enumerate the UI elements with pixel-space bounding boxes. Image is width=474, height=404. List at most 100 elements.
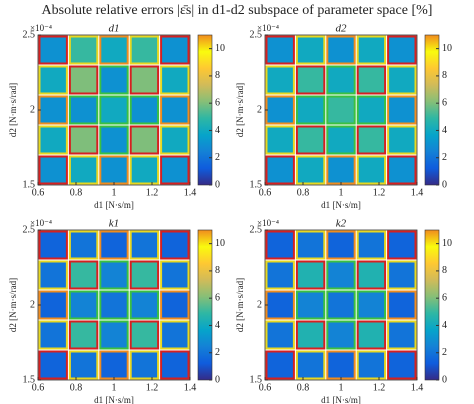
cell — [326, 291, 356, 319]
cell-edge — [356, 65, 387, 95]
colorbar-tick-label: 10 — [442, 238, 452, 249]
colorbar-tick-label: 4 — [442, 320, 447, 331]
colorbar-tick-label: 10 — [442, 43, 452, 54]
cell-edge — [68, 155, 99, 185]
y-multiplier: ×10⁻⁴ — [30, 23, 52, 33]
cell — [296, 291, 325, 319]
cell — [326, 66, 356, 94]
cell — [357, 156, 386, 184]
x-tick-label: 0.8 — [297, 382, 310, 393]
cell-edge — [38, 260, 68, 290]
x-tick-label: 1 — [339, 382, 344, 393]
cell — [160, 66, 189, 94]
cell — [357, 66, 386, 94]
cell-edge — [68, 290, 99, 320]
cell — [266, 231, 295, 259]
cell — [296, 261, 325, 289]
panel-title: k1 — [109, 218, 119, 230]
cell — [326, 96, 356, 124]
colorbar-tick-label: 0 — [442, 374, 447, 385]
cell — [326, 126, 356, 154]
cell — [69, 36, 98, 64]
y-multiplier: ×10⁻⁴ — [30, 218, 52, 228]
cell-edge — [68, 350, 99, 380]
cell-edge — [265, 65, 295, 95]
cell-edge — [160, 350, 190, 380]
cell — [266, 156, 295, 184]
colorbar-tick-label: 8 — [215, 70, 220, 81]
cell — [69, 321, 98, 349]
x-tick-label: 0.6 — [259, 187, 272, 198]
cell — [296, 321, 325, 349]
cell — [69, 291, 98, 319]
cell — [99, 261, 129, 289]
colorbar-tick-label: 10 — [215, 238, 225, 249]
y-tick-label: 2.5 — [250, 29, 263, 40]
cell-edge — [38, 35, 68, 65]
x-tick-label: 1.4 — [411, 382, 424, 393]
cell-edge — [265, 260, 295, 290]
cell-edge — [387, 320, 417, 350]
cell — [357, 291, 386, 319]
cell — [69, 66, 98, 94]
cell — [266, 126, 295, 154]
cell — [69, 261, 98, 289]
y-axis-label: d2 [N·m·s/rad] — [235, 278, 245, 332]
x-tick-label: 1.4 — [184, 187, 197, 198]
cell-edge — [38, 320, 68, 350]
cell-edge — [265, 125, 295, 155]
cell — [266, 321, 295, 349]
cell — [357, 36, 386, 64]
cell — [387, 321, 416, 349]
y-tick-label: 2 — [30, 104, 35, 115]
colorbar-tick-label: 4 — [215, 320, 220, 331]
cell-edge — [38, 230, 68, 260]
cell-edge — [38, 125, 68, 155]
cell-edge — [387, 260, 417, 290]
x-tick-label: 1.2 — [373, 382, 386, 393]
cell-edge — [160, 65, 190, 95]
cell-edge — [356, 35, 387, 65]
colorbar-tick-label: 4 — [442, 125, 447, 136]
x-tick-label: 1.4 — [411, 187, 424, 198]
cell — [326, 351, 356, 379]
cell — [296, 36, 325, 64]
y-axis-label: d2 [N·m·s/rad] — [235, 83, 245, 137]
y-axis-label: d2 [N·m·s/rad] — [8, 83, 18, 137]
y-tick-label: 2 — [257, 104, 262, 115]
cell-edge — [265, 230, 295, 260]
cell-edge — [160, 320, 190, 350]
cell — [160, 36, 189, 64]
x-tick-label: 1 — [112, 187, 117, 198]
colorbar-tick-label: 8 — [215, 265, 220, 276]
cell-edge — [68, 125, 99, 155]
cell-edge — [99, 95, 129, 125]
cell — [296, 231, 325, 259]
cell — [39, 261, 68, 289]
cell-edge — [160, 95, 190, 125]
cell-edge — [326, 65, 356, 95]
x-axis-label: d1 [N·s/m] — [321, 395, 361, 404]
cell — [130, 126, 159, 154]
colorbar-tick-label: 4 — [215, 125, 220, 136]
colorbar-tick-label: 6 — [215, 97, 220, 108]
y-tick-label: 2.5 — [23, 224, 36, 235]
cell-edge — [295, 230, 326, 260]
y-tick-label: 2.5 — [23, 29, 36, 40]
cell-edge — [129, 350, 160, 380]
cell-edge — [387, 350, 417, 380]
colorbar-tick-label: 2 — [442, 347, 447, 358]
cell-edge — [160, 35, 190, 65]
cell-edge — [387, 65, 417, 95]
colorbar-tick-label: 0 — [215, 374, 220, 385]
cell-edge — [160, 230, 190, 260]
cell — [357, 126, 386, 154]
x-tick-label: 0.6 — [259, 382, 272, 393]
cell — [130, 96, 159, 124]
cell-edge — [129, 290, 160, 320]
cell — [130, 156, 159, 184]
x-tick-label: 0.6 — [32, 382, 45, 393]
cell — [266, 351, 295, 379]
cell — [296, 156, 325, 184]
cell-edge — [129, 155, 160, 185]
